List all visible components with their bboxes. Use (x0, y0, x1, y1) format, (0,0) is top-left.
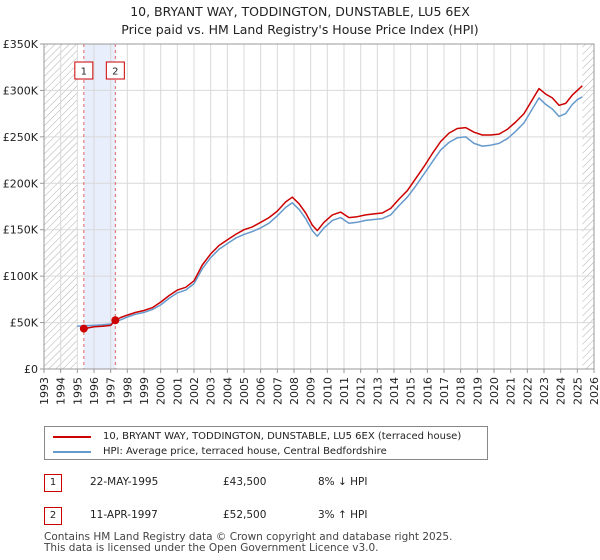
x-tick-label: 2017 (438, 377, 451, 405)
sale-marker-label: 2 (112, 67, 118, 78)
x-tick-label: 2003 (205, 377, 218, 405)
x-tick-label: 1995 (71, 377, 84, 405)
x-tick-label: 1998 (121, 377, 134, 405)
x-tick-label: 2023 (538, 377, 551, 405)
sale-price: £43,500 (223, 476, 267, 488)
legend-item-property: 10, BRYANT WAY, TODDINGTON, DUNSTABLE, L… (53, 429, 461, 444)
legend-swatch-property (53, 435, 91, 438)
price-chart: 1 2 £0 £50K £100K £150K £200K £250K £300K £350K 1… (3, 38, 600, 405)
chart-title: 10, BRYANT WAY, TODDINGTON, DUNSTABLE, L… (130, 4, 470, 19)
plot-background (44, 44, 594, 369)
y-tick-label: £200K (3, 177, 39, 190)
x-tick-label: 2025 (571, 377, 584, 405)
y-tick-label: £250K (3, 131, 39, 144)
y-tick-label: £100K (3, 270, 39, 283)
x-tick-label: 2024 (555, 377, 568, 405)
chart-subtitle: Price paid vs. HM Land Registry's House … (121, 22, 479, 37)
sale-marker-badge: 1 (44, 474, 62, 492)
y-tick-label: £0 (24, 363, 38, 376)
sale-marker-badge: 2 (44, 507, 62, 525)
y-tick-label: £50K (10, 317, 39, 330)
hatched-region (582, 44, 594, 369)
legend-item-hpi: HPI: Average price, terraced house, Cent… (53, 444, 387, 459)
x-tick-label: 2018 (455, 377, 468, 405)
sale-point (111, 316, 120, 325)
x-tick-label: 2001 (171, 377, 184, 405)
x-tick-label: 2015 (405, 377, 418, 405)
x-tick-label: 2021 (505, 377, 518, 405)
x-tick-label: 2005 (238, 377, 251, 405)
y-tick-label: £150K (3, 224, 39, 237)
series-line-property (83, 85, 583, 330)
y-tick-label: £350K (3, 38, 39, 51)
x-tick-label: 2007 (271, 377, 284, 405)
sale-marker-label: 1 (81, 67, 87, 78)
sales-shaded-region (83, 44, 116, 369)
legend-swatch-hpi (53, 450, 91, 453)
sale-marker-box (105, 61, 125, 80)
x-tick-label: 1999 (138, 377, 151, 405)
x-tick-label: 2008 (288, 377, 301, 405)
x-tick-label: 2019 (471, 377, 484, 405)
y-tick-label: £300K (3, 84, 39, 97)
x-tick-label: 1994 (55, 377, 68, 405)
x-tick-label: 2016 (421, 377, 434, 405)
x-tick-label: 2013 (371, 377, 384, 405)
x-tick-label: 2011 (338, 377, 351, 405)
x-tick-label: 1997 (105, 377, 118, 405)
sale-point (79, 324, 88, 333)
legend-label-hpi: HPI: Average price, terraced house, Cent… (103, 446, 387, 457)
x-tick-label: 1993 (38, 377, 51, 405)
series-line-hpi (77, 96, 583, 328)
footer-copyright: Contains HM Land Registry data © Crown c… (44, 531, 453, 543)
x-tick-label: 2009 (305, 377, 318, 405)
x-tick-label: 1996 (88, 377, 101, 405)
x-tick-label: 2006 (255, 377, 268, 405)
x-tick-label: 2020 (488, 377, 501, 405)
sale-marker-box (74, 61, 94, 80)
plot-frame (43, 43, 595, 370)
legend-label-property: 10, BRYANT WAY, TODDINGTON, DUNSTABLE, L… (103, 431, 462, 442)
x-tick-label: 2002 (188, 377, 201, 405)
x-tick-label: 2022 (521, 377, 534, 405)
x-tick-label: 2004 (221, 377, 234, 405)
x-tick-label: 2000 (155, 377, 168, 405)
x-tick-label: 2010 (321, 377, 334, 405)
sale-price: £52,500 (223, 509, 267, 521)
footer-licence: This data is licensed under the Open Gov… (44, 542, 379, 554)
x-tick-label: 2012 (355, 377, 368, 405)
x-tick-label: 2026 (588, 377, 600, 405)
sale-hpi-delta: 3% ↑ HPI (318, 509, 368, 521)
sale-hpi-delta: 8% ↓ HPI (318, 476, 368, 488)
sale-date: 22-MAY-1995 (90, 476, 159, 488)
legend: 10, BRYANT WAY, TODDINGTON, DUNSTABLE, L… (44, 426, 488, 460)
sale-date: 11-APR-1997 (90, 509, 158, 521)
x-tick-label: 2014 (388, 377, 401, 405)
